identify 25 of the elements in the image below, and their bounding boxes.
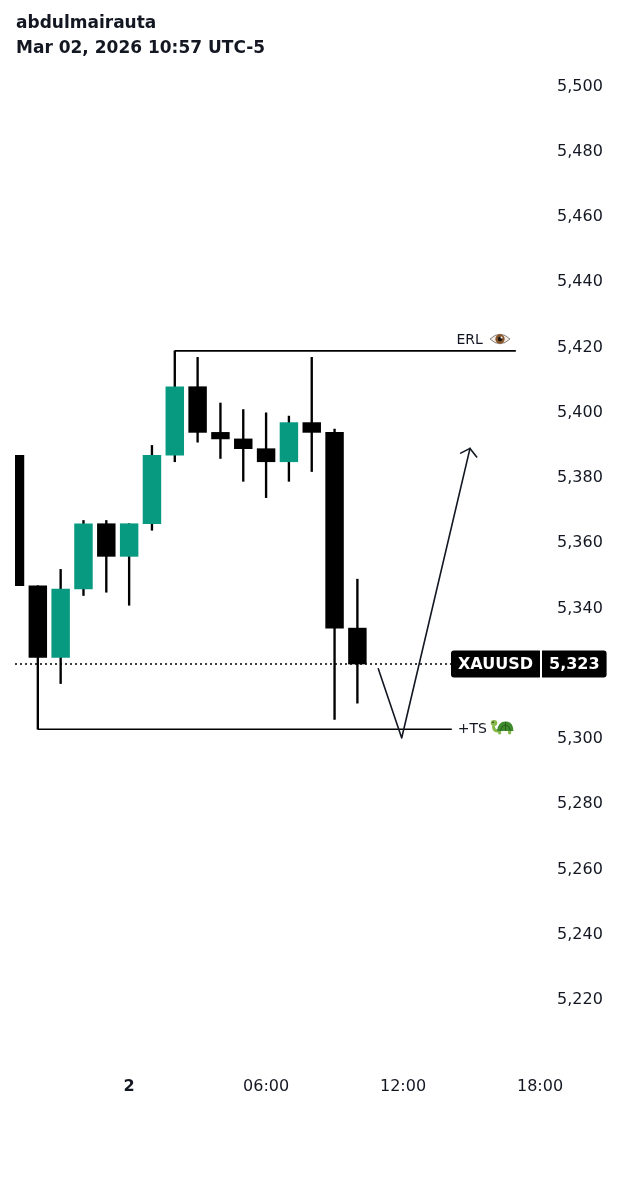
y-tick-label: 5,380 xyxy=(557,467,603,487)
chart-subtitle: Mar 02, 2026 10:57 UTC-5 xyxy=(16,36,266,59)
y-tick-label: 5,260 xyxy=(557,858,603,878)
x-tick-label: 12:00 xyxy=(379,1075,427,1095)
y-tick-label: 5,480 xyxy=(557,141,603,160)
ref-line-label: +TS xyxy=(457,719,488,736)
ref-line-label: XAUUSD xyxy=(457,654,533,674)
text: 5,323 xyxy=(549,654,600,674)
y-tick-label: 5,440 xyxy=(557,271,603,291)
chart-title: abdulmairauta xyxy=(16,11,157,34)
y-tick-label: 5,500 xyxy=(557,75,603,95)
y-tick-label: 5,420 xyxy=(557,336,603,356)
y-tick-label: 5,360 xyxy=(557,532,603,552)
y-tick-label: 5,280 xyxy=(557,793,603,813)
candlestick xyxy=(211,402,230,459)
y-tick-label: 5,340 xyxy=(557,597,603,617)
y-tick-label: 5,400 xyxy=(557,401,603,421)
y-tick-label: 5,220 xyxy=(557,989,603,1009)
ref-line-label: ERL xyxy=(456,330,484,347)
x-tick-label: 06:00 xyxy=(243,1075,290,1095)
y-tick-label: 5,300 xyxy=(557,728,603,748)
y-tick-label: 5,460 xyxy=(557,206,603,226)
x-tick-label: 18:00 xyxy=(516,1075,564,1095)
x-tick-label: 2 xyxy=(123,1075,135,1095)
y-tick-label: 5,240 xyxy=(557,923,603,943)
